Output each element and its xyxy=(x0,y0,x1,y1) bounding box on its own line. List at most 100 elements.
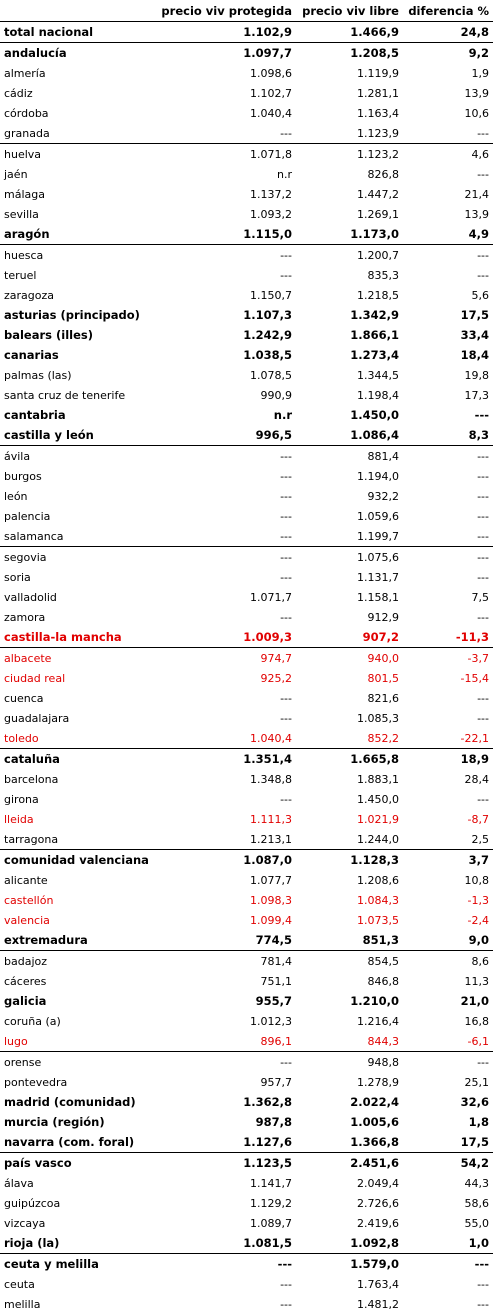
region-name-cell: sevilla xyxy=(0,204,155,224)
diferencia-cell: 4,6 xyxy=(403,144,493,165)
region-name-cell: andalucía xyxy=(0,43,155,64)
precio-libre-cell: 1.344,5 xyxy=(296,365,403,385)
region-name-cell: palencia xyxy=(0,506,155,526)
precio-libre-cell: 1.366,8 xyxy=(296,1132,403,1153)
province-row: teruel---835,3--- xyxy=(0,265,493,285)
region-name-cell: valencia xyxy=(0,910,155,930)
precio-protegida-cell: 1.141,7 xyxy=(155,1173,296,1193)
precio-libre-cell: 1.269,1 xyxy=(296,204,403,224)
diferencia-cell: 25,1 xyxy=(403,1072,493,1092)
diferencia-cell: 5,6 xyxy=(403,285,493,305)
region-row: ceuta y melilla---1.579,0--- xyxy=(0,1254,493,1275)
precio-protegida-cell: 955,7 xyxy=(155,991,296,1011)
precio-libre-cell: 851,3 xyxy=(296,930,403,951)
precio-libre-cell: 1.208,6 xyxy=(296,870,403,890)
header-diferencia: diferencia % xyxy=(403,0,493,22)
diferencia-cell: -1,3 xyxy=(403,890,493,910)
precio-libre-cell: 1.210,0 xyxy=(296,991,403,1011)
precio-libre-cell: 826,8 xyxy=(296,164,403,184)
precio-protegida-cell: 1.077,7 xyxy=(155,870,296,890)
region-name-cell: guipúzcoa xyxy=(0,1193,155,1213)
diferencia-cell: 1,0 xyxy=(403,1233,493,1254)
province-row: melilla---1.481,2--- xyxy=(0,1294,493,1314)
diferencia-cell: 8,3 xyxy=(403,425,493,446)
precio-protegida-cell: 990,9 xyxy=(155,385,296,405)
diferencia-cell: --- xyxy=(403,1052,493,1073)
diferencia-cell: --- xyxy=(403,1274,493,1294)
region-name-cell: santa cruz de tenerife xyxy=(0,385,155,405)
diferencia-cell: 44,3 xyxy=(403,1173,493,1193)
precio-libre-cell: 1.173,0 xyxy=(296,224,403,245)
precio-libre-cell: 1.086,4 xyxy=(296,425,403,446)
region-name-cell: pontevedra xyxy=(0,1072,155,1092)
precio-protegida-cell: 1.078,5 xyxy=(155,365,296,385)
precio-protegida-cell: 1.102,7 xyxy=(155,83,296,103)
precio-libre-cell: 801,5 xyxy=(296,668,403,688)
precio-libre-cell: 1.281,1 xyxy=(296,83,403,103)
region-name-cell: vizcaya xyxy=(0,1213,155,1233)
diferencia-cell: 18,4 xyxy=(403,345,493,365)
precio-libre-cell: 1.665,8 xyxy=(296,749,403,770)
region-name-cell: castilla y león xyxy=(0,425,155,446)
precio-libre-cell: 1.194,0 xyxy=(296,466,403,486)
precio-protegida-cell: 1.089,7 xyxy=(155,1213,296,1233)
diferencia-cell: --- xyxy=(403,607,493,627)
region-name-cell: huesca xyxy=(0,245,155,266)
diferencia-cell: --- xyxy=(403,405,493,425)
diferencia-cell: -15,4 xyxy=(403,668,493,688)
precio-libre-cell: 2.022,4 xyxy=(296,1092,403,1112)
region-name-cell: ciudad real xyxy=(0,668,155,688)
region-name-cell: madrid (comunidad) xyxy=(0,1092,155,1112)
region-name-cell: país vasco xyxy=(0,1153,155,1174)
diferencia-cell: 16,8 xyxy=(403,1011,493,1031)
precio-libre-cell: 1.073,5 xyxy=(296,910,403,930)
precio-protegida-cell: --- xyxy=(155,466,296,486)
precio-libre-cell: 2.726,6 xyxy=(296,1193,403,1213)
header-region xyxy=(0,0,155,22)
diferencia-cell: 54,2 xyxy=(403,1153,493,1174)
precio-protegida-cell: 1.040,4 xyxy=(155,103,296,123)
precio-protegida-cell: 996,5 xyxy=(155,425,296,446)
precio-libre-cell: 1.199,7 xyxy=(296,526,403,547)
precio-protegida-cell: 1.362,8 xyxy=(155,1092,296,1112)
precio-protegida-cell: --- xyxy=(155,1052,296,1073)
region-name-cell: albacete xyxy=(0,648,155,669)
diferencia-cell: -3,7 xyxy=(403,648,493,669)
precio-libre-cell: 1.244,0 xyxy=(296,829,403,850)
precio-libre-cell: 2.049,4 xyxy=(296,1173,403,1193)
precio-protegida-cell: 1.081,5 xyxy=(155,1233,296,1254)
region-name-cell: toledo xyxy=(0,728,155,749)
header-precio-viv-protegida: precio viv protegida xyxy=(155,0,296,22)
precio-protegida-cell: 987,8 xyxy=(155,1112,296,1132)
diferencia-cell: --- xyxy=(403,506,493,526)
precio-libre-cell: 1.005,6 xyxy=(296,1112,403,1132)
diferencia-cell: 9,0 xyxy=(403,930,493,951)
precio-protegida-cell: 1.093,2 xyxy=(155,204,296,224)
precio-libre-cell: 1.158,1 xyxy=(296,587,403,607)
precio-protegida-cell: 1.137,2 xyxy=(155,184,296,204)
precio-libre-cell: 1.198,4 xyxy=(296,385,403,405)
region-name-cell: ávila xyxy=(0,446,155,467)
precio-protegida-cell: 1.040,4 xyxy=(155,728,296,749)
diferencia-cell: 19,8 xyxy=(403,365,493,385)
diferencia-cell: 11,3 xyxy=(403,971,493,991)
diferencia-cell: -2,4 xyxy=(403,910,493,930)
region-name-cell: álava xyxy=(0,1173,155,1193)
